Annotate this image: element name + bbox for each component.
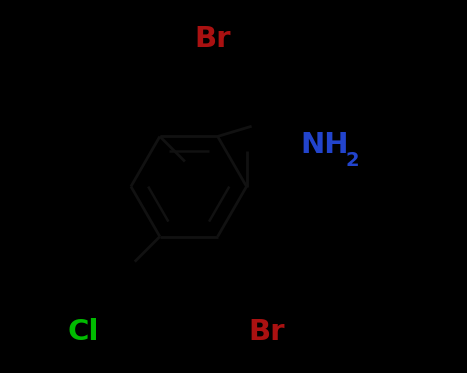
Text: Br: Br [194, 25, 231, 53]
Text: NH: NH [301, 131, 349, 160]
Text: Cl: Cl [68, 318, 99, 346]
Text: 2: 2 [346, 151, 359, 170]
Text: Br: Br [248, 318, 285, 346]
